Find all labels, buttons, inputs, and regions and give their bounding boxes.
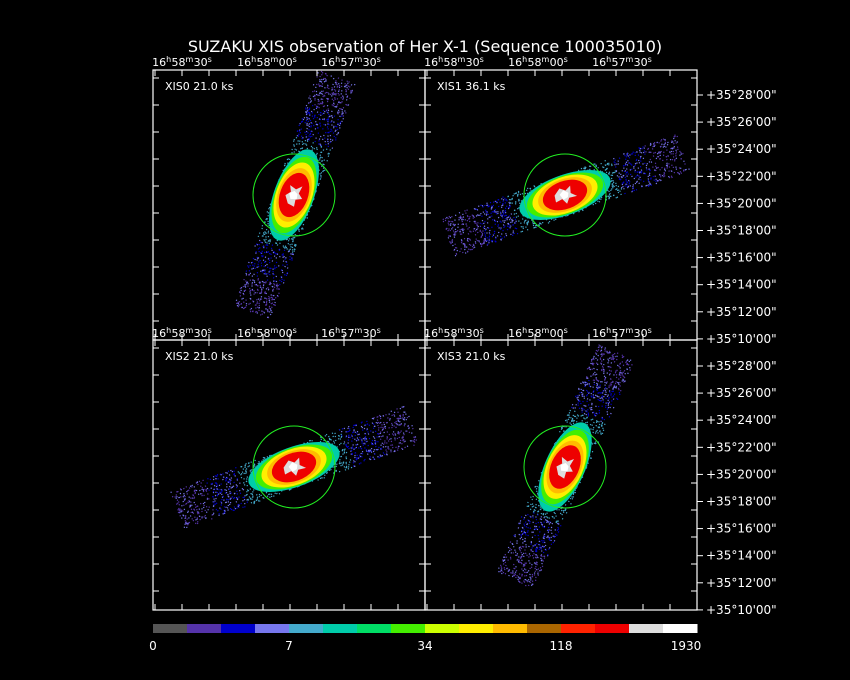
ra-tick-label: 16h 58m 30s bbox=[424, 55, 484, 69]
panel-label: XIS1 36.1 ks bbox=[437, 80, 506, 93]
panel-3: XIS2 21.0 ks bbox=[152, 339, 426, 611]
source-region-circle bbox=[252, 425, 336, 509]
colorbar-segment bbox=[527, 624, 562, 633]
ra-tick-label: 16h 57m 30s bbox=[592, 55, 652, 69]
dec-axis-right: +35°28'00" +35°26'00" +35°24'00" +35°22'00"… bbox=[697, 88, 777, 617]
xray-image bbox=[442, 134, 690, 257]
panel-grid: XIS0 21.0 ks XIS1 36.1 ks XIS2 21.0 ks XIS3… bbox=[152, 69, 698, 611]
dec-tick-label: +35°22'00" bbox=[706, 169, 777, 183]
dec-tick-label: +35°12'00" bbox=[706, 305, 777, 319]
colorbar-tick-label: 34 bbox=[417, 639, 432, 653]
dec-tick-label: +35°14'00" bbox=[706, 549, 777, 563]
dec-tick-label: +35°20'00" bbox=[706, 196, 777, 210]
ra-tick-label: 16h 57m 30s bbox=[321, 55, 381, 69]
ra-tick-label: 16h 58m 00s bbox=[508, 55, 568, 69]
dec-tick-label: +35°18'00" bbox=[706, 224, 777, 238]
colorbar-segment bbox=[255, 624, 290, 633]
colorbar-tick-label: 118 bbox=[550, 639, 573, 653]
colorbar-segment bbox=[629, 624, 664, 633]
dec-tick-label: +35°26'00" bbox=[706, 115, 777, 129]
panel-frame bbox=[424, 339, 698, 611]
panel-label: XIS0 21.0 ks bbox=[165, 80, 234, 93]
colorbar-segment bbox=[153, 624, 188, 633]
colorbar-segment bbox=[323, 624, 358, 633]
ra-tick-label: 16h 58m 00s bbox=[237, 326, 297, 340]
source-region-circle bbox=[252, 153, 336, 237]
panel-label: XIS3 21.0 ks bbox=[437, 350, 506, 363]
dec-tick-label: +35°14'00" bbox=[706, 278, 777, 292]
ra-tick-label: 16h 58m 00s bbox=[508, 326, 568, 340]
figure-title: SUZAKU XIS observation of Her X-1 (Seque… bbox=[188, 37, 662, 56]
dec-tick-label: +35°26'00" bbox=[706, 386, 777, 400]
colorbar-segment bbox=[459, 624, 494, 633]
dec-tick-label: +35°24'00" bbox=[706, 413, 777, 427]
colorbar: 0 7 34 118 1930 bbox=[149, 624, 701, 653]
colorbar-segment bbox=[187, 624, 222, 633]
dec-tick-label: +35°28'00" bbox=[706, 88, 777, 102]
ra-tick-label: 16h 58m 30s bbox=[424, 326, 484, 340]
colorbar-tick-label: 1930 bbox=[671, 639, 702, 653]
ra-tick-label: 16h 58m 30s bbox=[152, 55, 212, 69]
dec-tick-label: +35°16'00" bbox=[706, 522, 777, 536]
dec-tick-label: +35°16'00" bbox=[706, 251, 777, 265]
colorbar-segment bbox=[289, 624, 324, 633]
ra-tick-label: 16h 57m 30s bbox=[592, 326, 652, 340]
panel-2: XIS1 36.1 ks bbox=[424, 69, 698, 341]
ra-axis-top: 16h 58m 30s 16h 58m 30s 16h 58m 00s 16h … bbox=[152, 55, 652, 69]
dec-tick-label: +35°20'00" bbox=[706, 467, 777, 481]
colorbar-segment bbox=[425, 624, 460, 633]
ra-axis-middle: 16h 58m 30s 16h 58m 30s 16h 58m 00s 16h … bbox=[152, 326, 652, 340]
xray-image bbox=[235, 70, 356, 319]
xray-image bbox=[170, 405, 418, 529]
dec-tick-label: +35°28'00" bbox=[706, 359, 777, 373]
panel-label: XIS2 21.0 ks bbox=[165, 350, 234, 363]
dec-tick-label: +35°10'00" bbox=[706, 332, 777, 346]
dec-tick-label: +35°24'00" bbox=[706, 142, 777, 156]
dec-tick-label: +35°10'00" bbox=[706, 603, 777, 617]
colorbar-segment bbox=[595, 624, 630, 633]
source-region-circle bbox=[523, 425, 607, 509]
panel-4: XIS3 21.0 ks bbox=[424, 339, 698, 611]
ra-tick-label: 16h 58m 00s bbox=[237, 55, 297, 69]
colorbar-segment bbox=[561, 624, 596, 633]
dec-tick-label: +35°18'00" bbox=[706, 495, 777, 509]
dec-tick-label: +35°12'00" bbox=[706, 576, 777, 590]
colorbar-segment bbox=[221, 624, 256, 633]
colorbar-segment bbox=[391, 624, 426, 633]
source-region-circle bbox=[523, 153, 607, 237]
panel-1: XIS0 21.0 ks bbox=[152, 69, 426, 341]
colorbar-tick-label: 7 bbox=[285, 639, 293, 653]
ra-tick-label: 16h 57m 30s bbox=[321, 326, 381, 340]
dec-tick-label: +35°22'00" bbox=[706, 440, 777, 454]
colorbar-segment bbox=[493, 624, 528, 633]
colorbar-tick-label: 0 bbox=[149, 639, 157, 653]
xray-image bbox=[498, 344, 633, 587]
colorbar-segment bbox=[663, 624, 698, 633]
colorbar-segment bbox=[357, 624, 392, 633]
ra-tick-label: 16h 58m 30s bbox=[152, 326, 212, 340]
